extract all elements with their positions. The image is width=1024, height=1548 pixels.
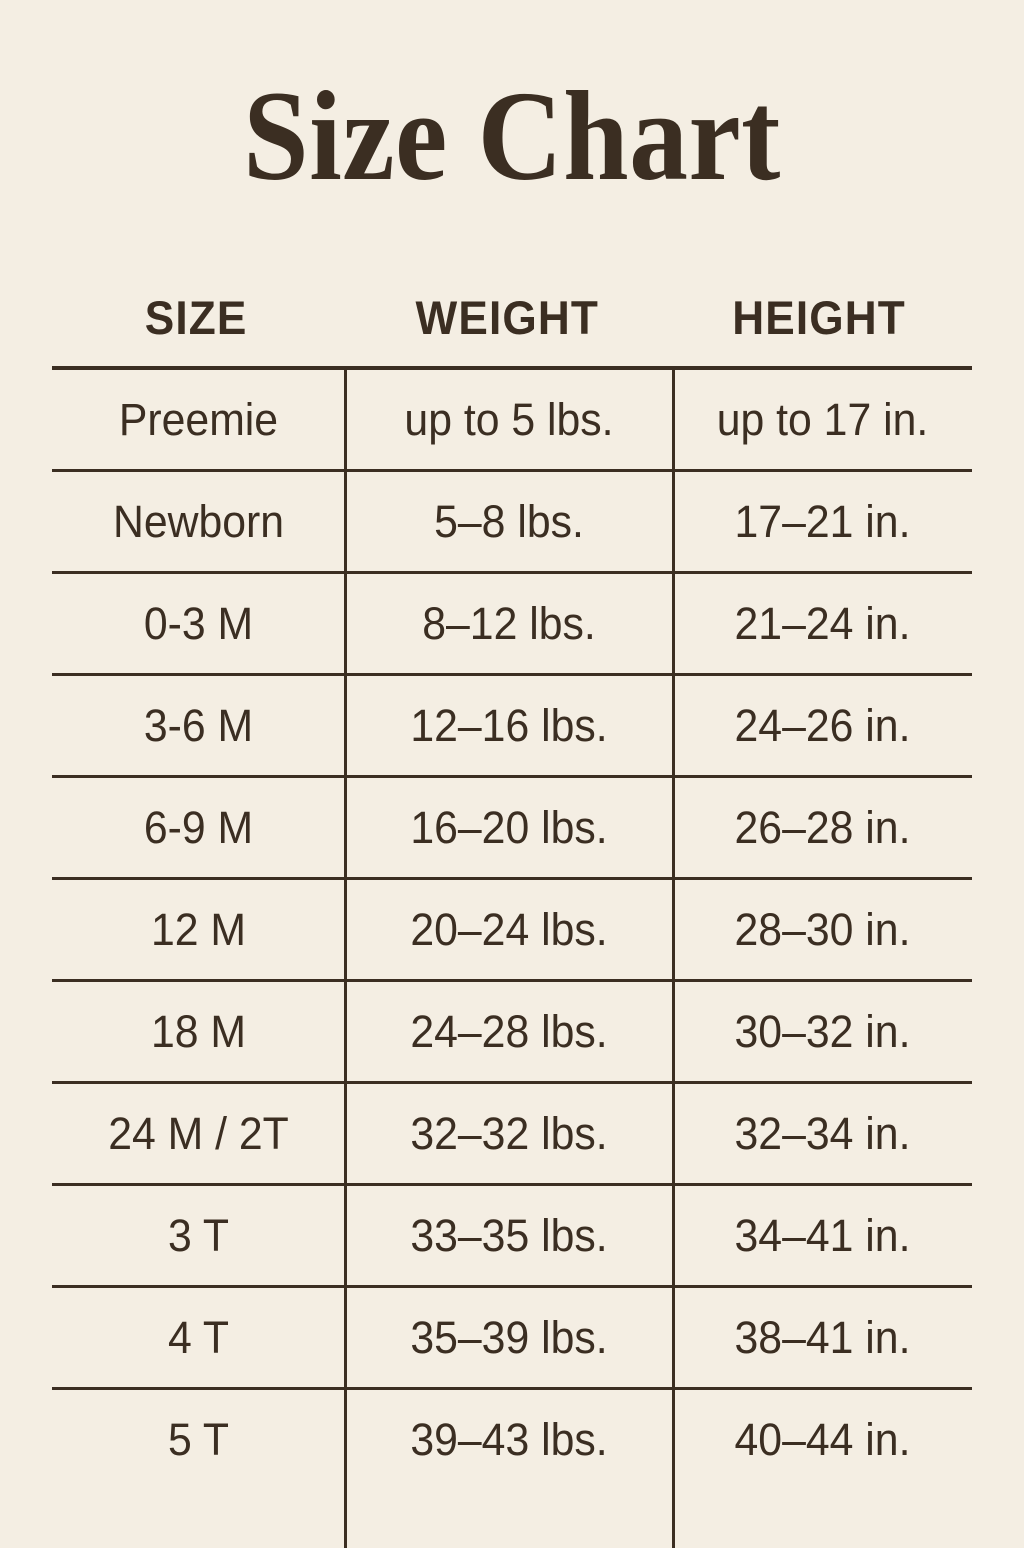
table-row: 3-6 M 12–16 lbs. 24–26 in.	[52, 676, 972, 778]
cell-weight: 24–28 lbs.	[410, 1005, 608, 1057]
cell-height: 34–41 in.	[734, 1209, 911, 1261]
cell-weight: up to 5 lbs.	[404, 393, 614, 445]
cell-size: 6-9 M	[143, 801, 254, 853]
table-row: 12 M 20–24 lbs. 28–30 in.	[52, 880, 972, 982]
table-body: Preemie up to 5 lbs. up to 17 in. Newborn 5–…	[52, 370, 972, 1548]
size-chart-table: SIZE WEIGHT HEIGHT Preemie up to 5 lbs. up…	[52, 268, 972, 1548]
cell-size: 5 T	[167, 1413, 230, 1465]
column-divider-2	[672, 370, 675, 1548]
cell-weight: 32–32 lbs.	[410, 1107, 608, 1159]
cell-weight: 20–24 lbs.	[410, 903, 608, 955]
cell-weight: 35–39 lbs.	[410, 1311, 608, 1363]
cell-weight: 8–12 lbs.	[422, 597, 596, 649]
table-row: Preemie up to 5 lbs. up to 17 in.	[52, 370, 972, 472]
table-row: 0-3 M 8–12 lbs. 21–24 in.	[52, 574, 972, 676]
column-divider-1	[344, 370, 347, 1548]
table-header-row: SIZE WEIGHT HEIGHT	[52, 268, 972, 366]
cell-size: 24 M / 2T	[108, 1107, 289, 1159]
cell-height: 24–26 in.	[734, 699, 911, 751]
cell-height: up to 17 in.	[716, 393, 929, 445]
table-row: 18 M 24–28 lbs. 30–32 in.	[52, 982, 972, 1084]
cell-size: Preemie	[118, 393, 279, 445]
cell-size: 3 T	[167, 1209, 230, 1261]
column-header-height: HEIGHT	[732, 290, 907, 344]
table-row: 5 T 39–43 lbs. 40–44 in.	[52, 1390, 972, 1489]
page-title: Size Chart	[243, 65, 781, 207]
cell-height: 17–21 in.	[734, 495, 911, 547]
cell-height: 28–30 in.	[734, 903, 911, 955]
column-header-weight: WEIGHT	[415, 290, 599, 344]
cell-size: Newborn	[112, 495, 285, 547]
cell-height: 26–28 in.	[734, 801, 911, 853]
cell-height: 40–44 in.	[734, 1413, 911, 1465]
table-row: 4 T 35–39 lbs. 38–41 in.	[52, 1288, 972, 1390]
table-row: Newborn 5–8 lbs. 17–21 in.	[52, 472, 972, 574]
cell-weight: 12–16 lbs.	[410, 699, 608, 751]
cell-size: 12 M	[150, 903, 247, 955]
cell-weight: 33–35 lbs.	[410, 1209, 608, 1261]
cell-size: 3-6 M	[143, 699, 254, 751]
cell-height: 21–24 in.	[734, 597, 911, 649]
cell-size: 18 M	[150, 1005, 247, 1057]
cell-weight: 16–20 lbs.	[410, 801, 608, 853]
cell-height: 32–34 in.	[734, 1107, 911, 1159]
table-row: 24 M / 2T 32–32 lbs. 32–34 in.	[52, 1084, 972, 1186]
column-header-size: SIZE	[144, 290, 248, 344]
cell-size: 0-3 M	[143, 597, 254, 649]
cell-weight: 5–8 lbs.	[434, 495, 584, 547]
cell-size: 4 T	[167, 1311, 230, 1363]
table-row: 6-9 M 16–20 lbs. 26–28 in.	[52, 778, 972, 880]
header-divider-rule	[52, 366, 972, 370]
table-row: 3 T 33–35 lbs. 34–41 in.	[52, 1186, 972, 1288]
cell-weight: 39–43 lbs.	[410, 1413, 608, 1465]
cell-height: 38–41 in.	[734, 1311, 911, 1363]
cell-height: 30–32 in.	[734, 1005, 911, 1057]
